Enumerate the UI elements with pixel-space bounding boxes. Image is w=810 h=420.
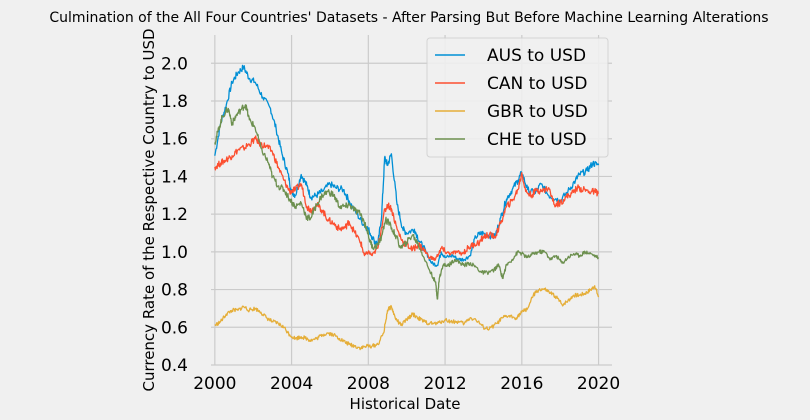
legend-label: CHE to USD xyxy=(487,130,587,150)
x-tick-label: 2012 xyxy=(423,374,466,394)
chart-title: Culmination of the All Four Countries' D… xyxy=(49,10,768,26)
y-tick-label: 1.4 xyxy=(161,167,188,187)
legend-box xyxy=(426,37,609,158)
y-tick-label: 1.2 xyxy=(161,205,188,225)
y-tick-label: 1.8 xyxy=(161,92,188,112)
y-tick-label: 1.6 xyxy=(161,130,188,150)
x-axis-label: Historical Date xyxy=(350,395,461,413)
series-line-gbr xyxy=(214,285,600,351)
y-axis-label: Currency Rate of the Respective Country … xyxy=(140,28,158,391)
y-tick-label: 1.0 xyxy=(161,243,188,263)
x-tick-label: 2000 xyxy=(193,374,236,394)
y-tick-label: 0.8 xyxy=(161,281,188,301)
y-tick-label: 2.0 xyxy=(161,54,188,74)
legend: AUS to USD CAN to USD GBR to USD CHE to USD xyxy=(426,37,609,158)
x-tick-label: 2004 xyxy=(270,374,313,394)
legend-label: GBR to USD xyxy=(487,102,588,122)
series-lines xyxy=(214,64,600,351)
y-tick-labels: 0.4 0.6 0.8 1.0 1.2 1.4 1.6 1.8 2.0 xyxy=(161,54,188,376)
x-tick-labels: 2000 2004 2008 2012 2016 2020 xyxy=(193,374,620,394)
x-tick-label: 2020 xyxy=(577,374,620,394)
y-tick-label: 0.4 xyxy=(161,356,188,376)
x-tick-label: 2008 xyxy=(347,374,390,394)
series-line-aus xyxy=(214,64,600,267)
series-line-che xyxy=(214,104,600,300)
series-line-can xyxy=(214,135,599,262)
y-tick-label: 0.6 xyxy=(161,318,188,338)
legend-label: CAN to USD xyxy=(487,74,587,94)
x-tick-label: 2016 xyxy=(500,374,543,394)
legend-label: AUS to USD xyxy=(487,46,586,66)
